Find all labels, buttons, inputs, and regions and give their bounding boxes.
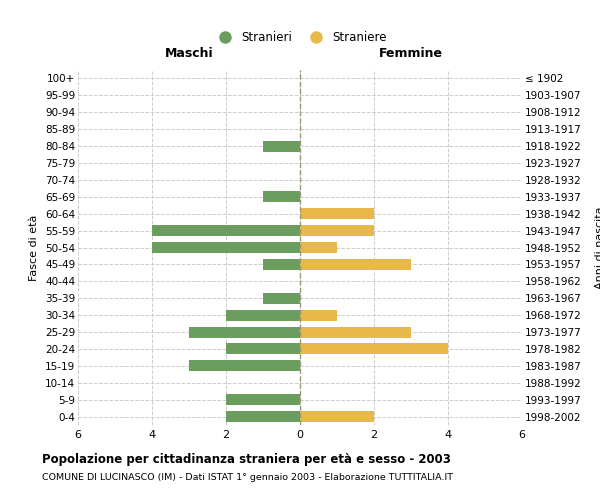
Text: Femmine: Femmine (379, 47, 443, 60)
Bar (300, 310, 337, 320)
Bar (263, 192, 300, 202)
Bar (300, 208, 374, 219)
Y-axis label: Anni di nascita: Anni di nascita (595, 206, 600, 289)
Bar (152, 242, 300, 253)
Bar (189, 326, 300, 338)
Legend: Stranieri, Straniere: Stranieri, Straniere (208, 26, 392, 48)
Bar (300, 344, 448, 354)
Bar (300, 326, 411, 338)
Text: Popolazione per cittadinanza straniera per età e sesso - 2003: Popolazione per cittadinanza straniera p… (42, 452, 451, 466)
Bar (226, 310, 300, 320)
Bar (263, 140, 300, 151)
Bar (300, 259, 411, 270)
Text: Maschi: Maschi (164, 47, 214, 60)
Bar (189, 360, 300, 372)
Bar (152, 225, 300, 236)
Bar (300, 225, 374, 236)
Bar (263, 292, 300, 304)
Bar (226, 394, 300, 405)
Bar (300, 411, 374, 422)
Y-axis label: Fasce di età: Fasce di età (29, 214, 40, 280)
Bar (226, 411, 300, 422)
Bar (300, 242, 337, 253)
Text: COMUNE DI LUCINASCO (IM) - Dati ISTAT 1° gennaio 2003 - Elaborazione TUTTITALIA.: COMUNE DI LUCINASCO (IM) - Dati ISTAT 1°… (42, 472, 453, 482)
Bar (263, 259, 300, 270)
Bar (226, 344, 300, 354)
